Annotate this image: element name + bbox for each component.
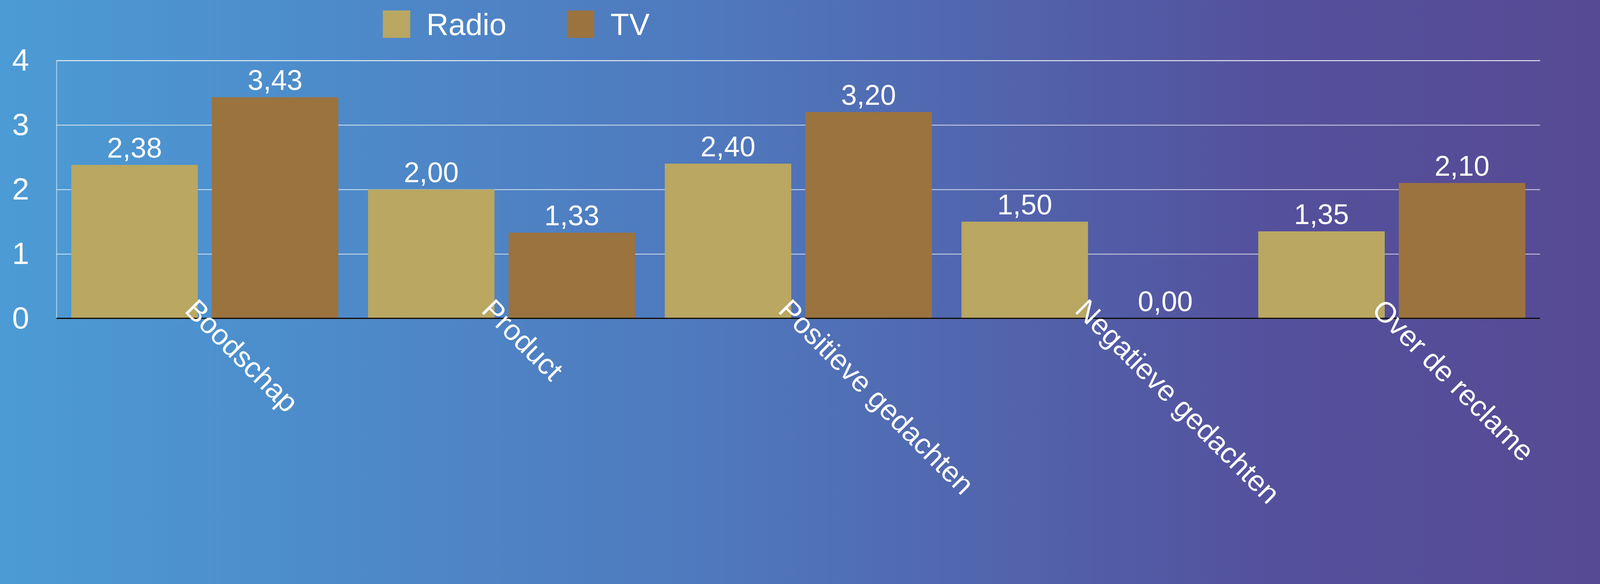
legend-swatch bbox=[382, 10, 411, 38]
data-label: 1,50 bbox=[997, 189, 1053, 221]
y-axis-line bbox=[56, 60, 1541, 319]
x-tick: Over de reclame bbox=[1366, 293, 1541, 468]
data-label: 0,00 bbox=[1138, 285, 1193, 318]
y-tick-label: 2 bbox=[12, 171, 30, 206]
legend-item: TV bbox=[566, 7, 650, 42]
y-tick-label: 3 bbox=[12, 107, 30, 142]
data-label: 2,40 bbox=[700, 131, 756, 163]
legend-label: Radio bbox=[426, 7, 507, 42]
x-tick-label: Boodschap bbox=[179, 293, 305, 419]
x-tick: Product bbox=[476, 293, 570, 387]
x-tick: Positieve gedachten bbox=[772, 293, 981, 501]
legend-item: Radio bbox=[382, 7, 507, 42]
bar bbox=[961, 221, 1089, 319]
x-tick: Boodschap bbox=[179, 293, 305, 419]
y-tick-label: 0 bbox=[12, 300, 30, 335]
bars bbox=[71, 97, 1526, 319]
y-axis: 0 1 2 3 4 bbox=[12, 42, 1540, 335]
legend-label: TV bbox=[610, 7, 650, 42]
legend: Radio TV bbox=[382, 7, 650, 42]
x-axis: Boodschap Product Positieve gedachten Negat… bbox=[56, 293, 1541, 510]
data-label: 3,20 bbox=[840, 79, 896, 111]
bar bbox=[368, 189, 495, 319]
y-tick: 4 bbox=[12, 42, 1540, 77]
bar bbox=[71, 164, 198, 319]
data-label: 2,10 bbox=[1434, 150, 1490, 182]
x-tick-label: Negatieve gedachten bbox=[1069, 293, 1287, 510]
x-tick: Negatieve gedachten bbox=[1069, 293, 1287, 510]
x-tick-label: Positieve gedachten bbox=[772, 293, 981, 501]
data-label: 1,35 bbox=[1294, 198, 1349, 231]
grid-line bbox=[56, 60, 1540, 62]
chart: 0 1 2 3 4 Boodschap Product Positieve gedachten… bbox=[0, 0, 1600, 584]
bar bbox=[664, 163, 792, 319]
y-tick-label: 4 bbox=[12, 42, 30, 77]
data-label: 2,38 bbox=[107, 132, 163, 164]
bar bbox=[508, 232, 636, 319]
x-tick-label: Over de reclame bbox=[1366, 293, 1541, 468]
bar bbox=[1398, 183, 1526, 319]
bar bbox=[1258, 231, 1385, 319]
y-tick-label: 1 bbox=[12, 236, 30, 271]
bar bbox=[211, 97, 339, 319]
x-tick-label: Product bbox=[476, 293, 570, 387]
data-label: 2,00 bbox=[403, 156, 459, 189]
bar bbox=[805, 112, 933, 319]
data-labels: 2,38 2,00 2,40 1,50 1,35 3,43 1,33 3,20 0,00 2,10 bbox=[107, 64, 1490, 318]
data-label: 3,43 bbox=[247, 64, 303, 96]
legend-swatch bbox=[566, 10, 595, 38]
data-label: 1,33 bbox=[544, 199, 600, 232]
